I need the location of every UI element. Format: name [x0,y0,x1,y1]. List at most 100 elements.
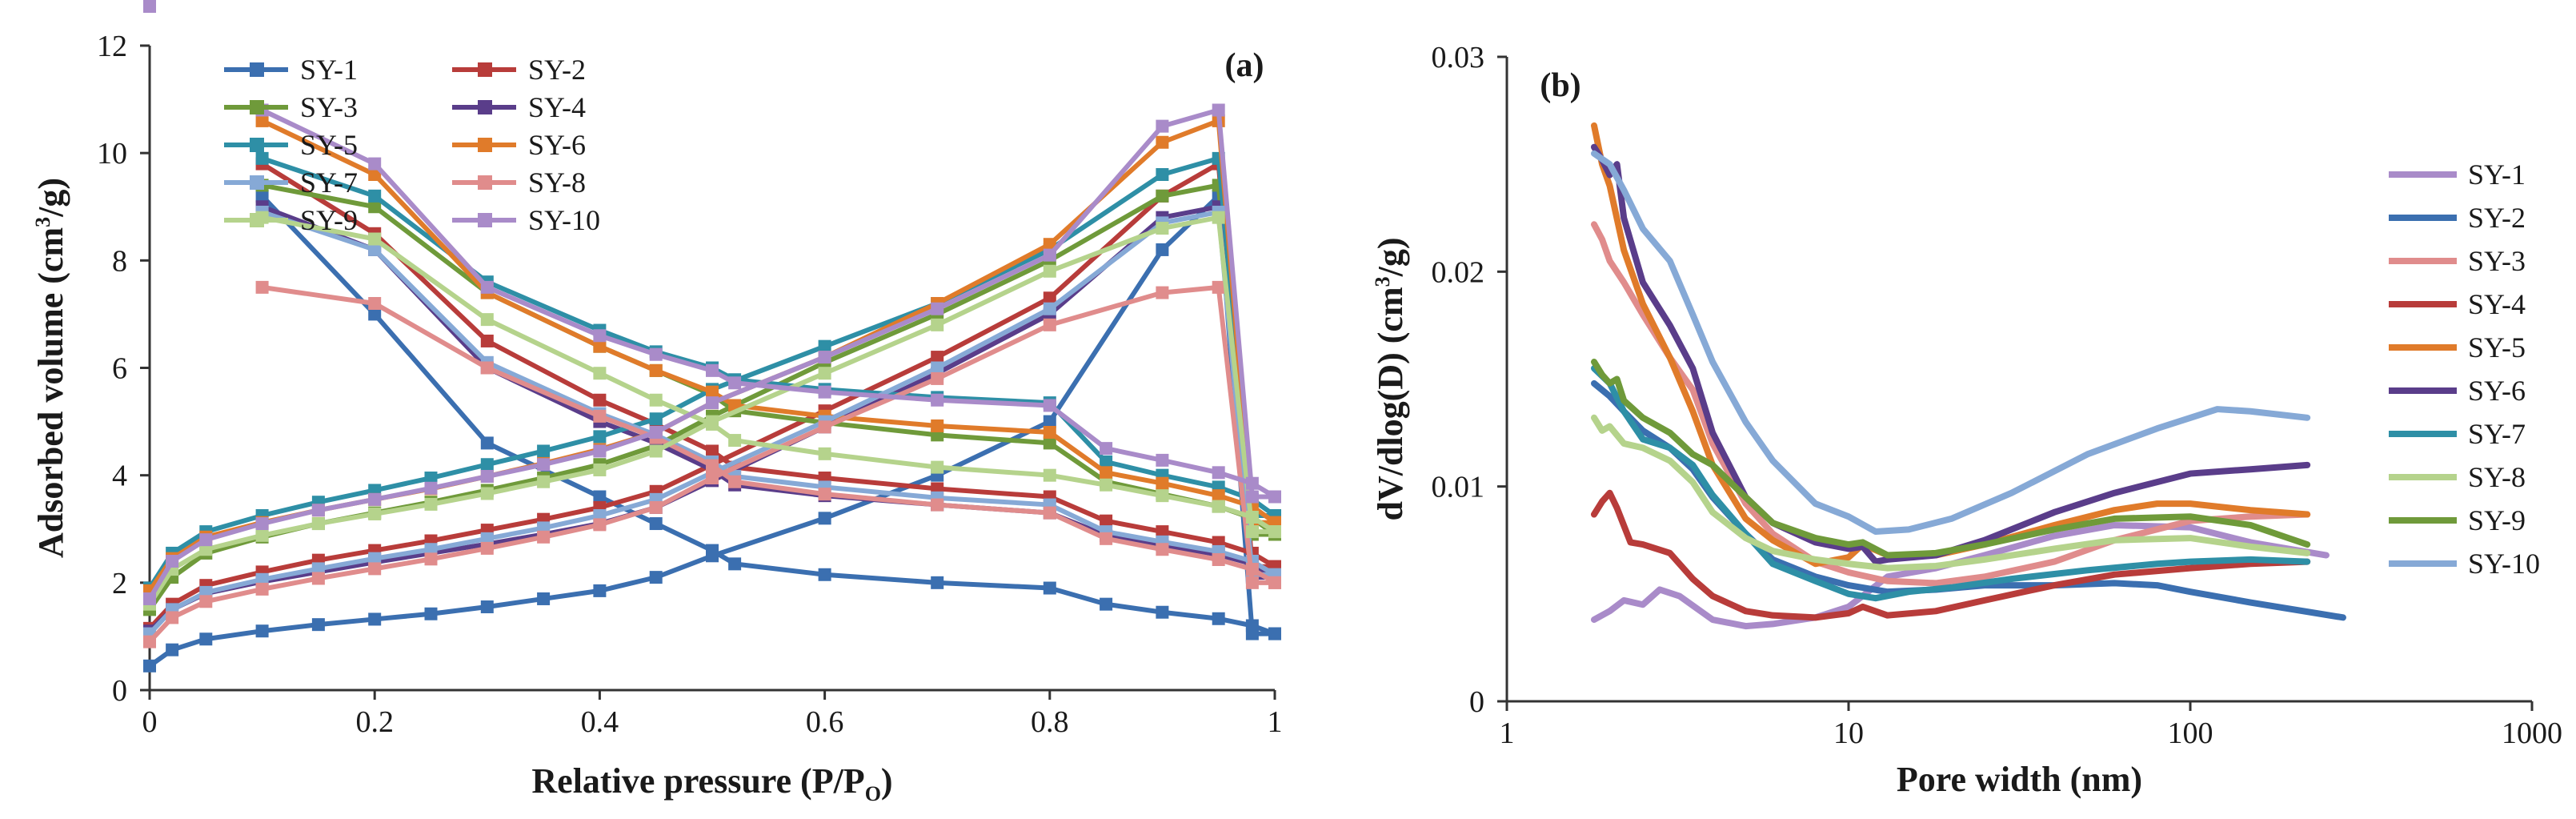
panel-b-y-axis-title: dV/dlog(D) (cm3/g) [1371,238,1410,521]
pore-size-line-SY-8 [1591,414,2311,572]
isotherm-marker-SY-8 [368,562,382,576]
panel-b-label: (b) [1540,67,1580,104]
isotherm-marker-SY-7 [480,532,494,545]
isotherm-marker-SY-9 [931,460,944,474]
isotherm-marker-SY-10 [480,470,494,484]
panel-a-x-tick-label: 0.4 [581,705,619,739]
isotherm-marker-SY-3 [368,200,382,214]
isotherm-marker-SY-8 [368,297,382,310]
isotherm-marker-SY-10 [143,0,156,13]
isotherm-marker-SY-6 [1156,135,1169,149]
isotherm-marker-SY-1 [1043,581,1056,595]
pore-size-line-SY-2 [1591,379,2346,621]
isotherm-marker-SY-1 [424,607,438,620]
isotherm-series-SY-9 [143,0,1281,611]
isotherm-marker-SY-1 [368,612,382,626]
isotherm-marker-SY-8 [818,488,831,501]
isotherm-marker-SY-8 [537,530,551,544]
isotherm-marker-SY-9 [1043,468,1056,482]
isotherm-marker-SY-1 [931,576,944,589]
panel-a-label: (a) [1225,47,1264,84]
isotherm-marker-SY-8 [311,572,325,585]
legend-b-label-SY-3: SY-3 [2468,245,2526,277]
isotherm-marker-SY-8 [1212,552,1225,566]
pore-size-line-SY-10 [1591,150,2311,536]
isotherm-marker-SY-10 [1245,476,1259,490]
isotherm-marker-SY-10 [1043,248,1056,262]
isotherm-marker-SY-2 [1100,514,1113,528]
isotherm-marker-SY-8 [593,518,607,532]
isotherm-marker-SY-10 [1212,103,1225,117]
isotherm-marker-SY-10 [706,396,719,410]
isotherm-marker-SY-1 [728,557,742,571]
isotherm-marker-SY-2 [931,351,944,364]
legend-b-label-SY-8: SY-8 [2468,461,2526,493]
isotherm-marker-SY-2 [480,334,494,347]
isotherm-marker-SY-10 [818,385,831,399]
isotherm-marker-SY-10 [931,302,944,315]
panel-b-y-tick-label: 0.03 [1432,41,1485,74]
isotherm-marker-SY-1 [166,643,179,656]
isotherm-series-SY-8 [143,0,1281,648]
panel-a-y-tick-label: 0 [112,674,127,708]
isotherm-marker-SY-8 [593,409,607,423]
panel-b-x-tick-label: 10 [1833,717,1864,750]
isotherm-marker-SY-10 [593,329,607,343]
isotherm-marker-SY-8 [706,472,719,485]
isotherm-marker-SY-1 [143,659,156,672]
isotherm-marker-SY-9 [480,313,494,327]
panel-a-x-tick-label: 0 [142,705,158,739]
isotherm-marker-SY-9 [480,487,494,500]
legend-a-label-SY-8: SY-8 [528,167,586,199]
isotherm-marker-SY-10 [649,347,663,361]
isotherm-marker-SY-1 [368,307,382,321]
pore-size-line-SY-7 [1591,365,2311,602]
isotherm-marker-SY-2 [1156,525,1169,539]
panel-a-y-tick-label: 8 [112,244,127,278]
isotherm-marker-SY-10 [1156,453,1169,467]
isotherm-marker-SY-9 [368,232,382,246]
isotherm-marker-SY-5 [537,444,551,458]
isotherm-marker-SY-6 [593,339,607,353]
isotherm-marker-SY-1 [1156,605,1169,619]
isotherm-marker-SY-1 [480,600,494,614]
legend-a-label-SY-6: SY-6 [528,129,586,161]
isotherm-marker-SY-6 [1043,238,1056,251]
legend-b-label-SY-5: SY-5 [2468,331,2526,363]
isotherm-marker-SY-6 [255,114,269,127]
isotherm-marker-SY-10 [1100,442,1113,456]
isotherm-marker-SY-9 [537,475,551,488]
isotherm-marker-SY-10 [728,376,742,390]
isotherm-marker-SY-6 [1212,489,1225,503]
isotherm-marker-SY-8 [931,498,944,512]
legend-b-label-SY-10: SY-10 [2468,548,2540,580]
isotherm-marker-SY-7 [1043,302,1056,315]
isotherm-marker-SY-1 [593,584,607,597]
isotherm-marker-SY-1 [1212,612,1225,625]
isotherm-marker-SY-1 [818,568,831,581]
isotherm-marker-SY-6 [931,419,944,432]
isotherm-marker-SY-10 [255,517,269,531]
isotherm-marker-SY-1 [255,189,269,203]
isotherm-marker-SY-10 [424,481,438,495]
isotherm-marker-SY-9 [1212,500,1225,513]
isotherm-marker-SY-10 [818,351,831,364]
isotherm-marker-SY-3 [1156,189,1169,203]
isotherm-marker-SY-8 [931,371,944,385]
legend-a-marker-SY-5 [250,138,264,152]
isotherm-marker-SY-1 [311,618,325,632]
panel-b-x-axis-title: Pore width (nm) [1897,760,2142,799]
isotherm-marker-SY-9 [706,417,719,431]
isotherm-marker-SY-8 [1043,318,1056,331]
pore-size-line-SY-4 [1591,489,2311,621]
isotherm-marker-SY-8 [728,475,742,488]
isotherm-marker-SY-5 [368,189,382,203]
isotherm-marker-SY-2 [706,444,719,458]
isotherm-marker-SY-10 [166,555,179,568]
isotherm-marker-SY-6 [1043,426,1056,439]
legend-b-label-SY-7: SY-7 [2468,418,2526,450]
panel-b-pore-size-chart: 0 0.01 0.02 0.03 1 10 100 1000 Pore width (nm) dV… [1371,41,2562,799]
legend-b-label-SY-9: SY-9 [2468,504,2526,536]
panel-b-x-tick-label: 100 [2168,717,2213,750]
